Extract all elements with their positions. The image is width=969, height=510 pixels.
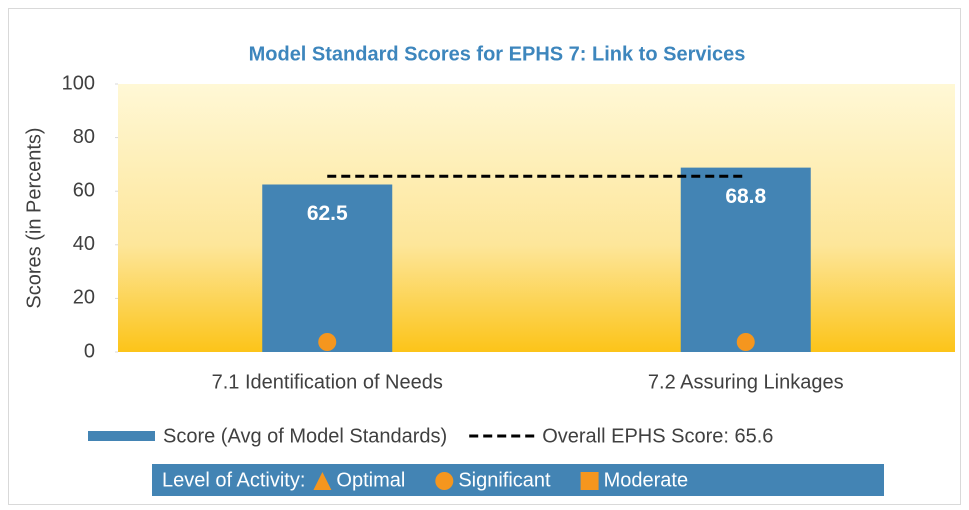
activity-legend-label: Optimal	[336, 469, 405, 491]
activity-legend-title: Level of Activity:	[162, 469, 305, 491]
y-tick-label: 100	[62, 72, 95, 94]
data-label: 68.8	[725, 185, 766, 208]
chart-frame	[8, 8, 961, 505]
x-tick-label: 7.2 Assuring Linkages	[648, 371, 844, 393]
chart-title: Model Standard Scores for EPHS 7: Link t…	[249, 43, 746, 65]
activity-legend-label: Moderate	[604, 469, 689, 491]
y-tick-label: 0	[84, 340, 95, 362]
y-tick-label: 80	[73, 126, 95, 148]
data-label: 62.5	[307, 202, 348, 225]
activity-legend-label: Significant	[458, 469, 551, 491]
bar	[680, 167, 811, 352]
y-tick-label: 40	[73, 233, 95, 255]
plot-area	[118, 84, 955, 352]
bar	[262, 184, 393, 352]
activity-legend-symbol	[313, 472, 332, 490]
activity-legend-symbol	[580, 472, 599, 490]
level-marker	[736, 333, 755, 351]
activity-legend-symbol	[435, 472, 454, 490]
level-marker	[318, 333, 337, 351]
y-tick-label: 60	[73, 179, 95, 201]
x-tick-label: 7.1 Identification of Needs	[212, 371, 443, 393]
activity-legend-box	[152, 464, 884, 496]
legend-swatch	[88, 431, 155, 441]
legend-label: Score (Avg of Model Standards)	[163, 425, 447, 447]
y-tick-label: 20	[73, 287, 95, 309]
legend-label: Overall EPHS Score: 65.6	[542, 425, 773, 447]
y-axis-label: Scores (in Percents)	[23, 127, 45, 308]
